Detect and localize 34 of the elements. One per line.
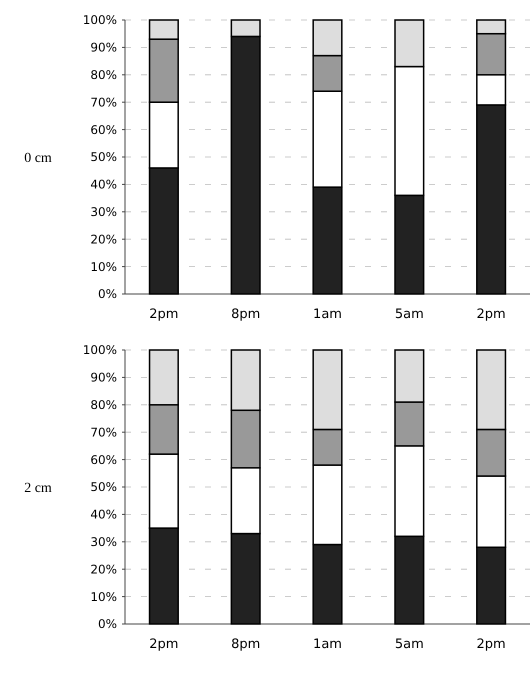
y-tick-label: 10%: [90, 590, 117, 604]
x-tick-label: 1am: [313, 637, 342, 652]
x-tick-label: 2pm: [149, 637, 178, 652]
y-tick-label: 20%: [90, 232, 117, 246]
y-tick-label: 40%: [90, 178, 117, 192]
x-tick-label: 5am: [394, 637, 424, 652]
x-tick-label: 2pm: [476, 637, 506, 652]
y-tick-label: 30%: [90, 535, 117, 549]
x-tick-label: 5am: [394, 307, 424, 322]
y-tick-label: 10%: [90, 260, 117, 274]
y-tick-label: 90%: [90, 40, 117, 55]
y-tick-label: 0%: [98, 287, 117, 302]
y-tick-label: 80%: [90, 398, 117, 412]
y-axis-title: 2 cm: [24, 480, 52, 496]
y-tick-label: 60%: [90, 452, 117, 467]
y-tick-label: 70%: [90, 425, 117, 440]
y-tick-label: 50%: [90, 480, 117, 494]
x-tick-label: 2pm: [476, 307, 506, 322]
y-tick-label: 50%: [90, 150, 117, 164]
x-tick-label: 1am: [313, 307, 342, 322]
y-axis-title: 0 cm: [24, 150, 52, 166]
y-tick-label: 80%: [90, 68, 117, 82]
y-tick-label: 30%: [90, 205, 117, 219]
y-tick-label: 70%: [90, 95, 117, 110]
y-tick-label: 100%: [82, 13, 117, 28]
x-tick-label: 8pm: [231, 637, 260, 652]
y-tick-label: 40%: [90, 508, 117, 522]
x-tick-label: 2pm: [149, 307, 178, 322]
y-tick-label: 0%: [98, 617, 117, 632]
y-tick-label: 90%: [90, 370, 117, 385]
x-tick-label: 8pm: [231, 307, 260, 322]
y-tick-label: 60%: [90, 122, 117, 137]
y-tick-label: 20%: [90, 562, 117, 576]
y-tick-label: 100%: [82, 343, 117, 358]
